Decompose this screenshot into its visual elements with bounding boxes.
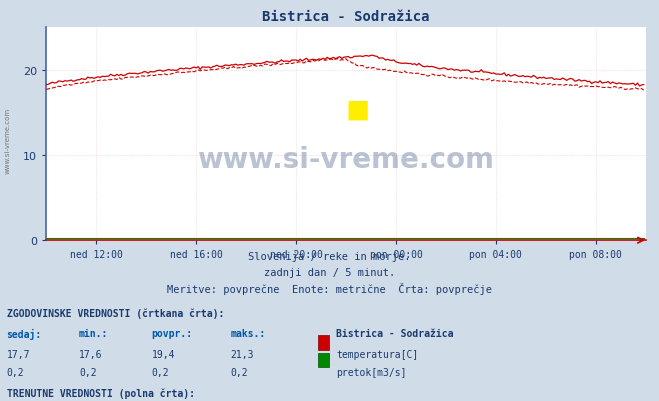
Title: Bistrica - Sodražica: Bistrica - Sodražica [262, 10, 430, 24]
Text: TRENUTNE VREDNOSTI (polna črta):: TRENUTNE VREDNOSTI (polna črta): [7, 387, 194, 398]
Text: ▪: ▪ [345, 90, 371, 128]
Text: maks.:: maks.: [231, 329, 266, 338]
Text: 0,2: 0,2 [152, 367, 169, 377]
Text: 19,4: 19,4 [152, 349, 175, 359]
Text: pretok[m3/s]: pretok[m3/s] [336, 367, 407, 377]
Text: 0,2: 0,2 [79, 367, 97, 377]
Text: ZGODOVINSKE VREDNOSTI (črtkana črta):: ZGODOVINSKE VREDNOSTI (črtkana črta): [7, 308, 224, 318]
Text: povpr.:: povpr.: [152, 329, 192, 338]
Text: min.:: min.: [79, 329, 109, 338]
Text: 0,2: 0,2 [231, 367, 248, 377]
Text: 17,7: 17,7 [7, 349, 30, 359]
Text: Meritve: povprečne  Enote: metrične  Črta: povprečje: Meritve: povprečne Enote: metrične Črta:… [167, 282, 492, 294]
Text: www.si-vreme.com: www.si-vreme.com [198, 146, 494, 174]
Text: temperatura[C]: temperatura[C] [336, 349, 418, 359]
Text: 0,2: 0,2 [7, 367, 24, 377]
Bar [318, 336, 329, 350]
Text: www.si-vreme.com: www.si-vreme.com [5, 107, 11, 173]
Bar [318, 353, 329, 367]
Text: Slovenija / reke in morje.: Slovenija / reke in morje. [248, 252, 411, 261]
Text: Bistrica - Sodražica: Bistrica - Sodražica [336, 329, 453, 338]
Text: zadnji dan / 5 minut.: zadnji dan / 5 minut. [264, 267, 395, 277]
Text: 21,3: 21,3 [231, 349, 254, 359]
Text: 17,6: 17,6 [79, 349, 103, 359]
Text: sedaj:: sedaj: [7, 329, 42, 340]
